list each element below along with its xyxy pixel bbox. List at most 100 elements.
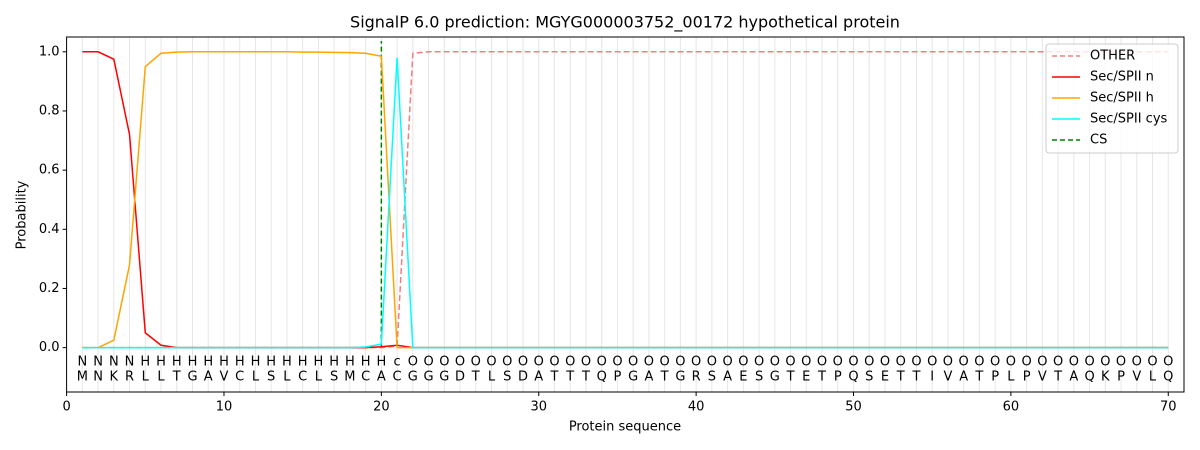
residue: S xyxy=(755,370,763,385)
residue-label: O xyxy=(1006,355,1016,370)
residue-label: O xyxy=(738,355,748,370)
residue-label: O xyxy=(1132,355,1142,370)
residue-label: O xyxy=(770,355,780,370)
residue: M xyxy=(77,370,88,385)
residue: N xyxy=(93,370,103,385)
residue-label: O xyxy=(455,355,465,370)
x-tick-label: 40 xyxy=(688,400,705,415)
residue-label: O xyxy=(644,355,654,370)
residue-label: O xyxy=(833,355,843,370)
residue: K xyxy=(110,370,119,385)
residue: E xyxy=(802,370,810,385)
residue-label: O xyxy=(1053,355,1063,370)
legend-label: Sec/SPII n xyxy=(1090,70,1154,85)
residue: T xyxy=(817,370,826,385)
residue-label: H xyxy=(219,355,229,370)
residue: C xyxy=(361,370,370,385)
residue-label: c xyxy=(394,355,401,370)
legend-box xyxy=(1045,43,1179,154)
residue: G xyxy=(675,370,685,385)
residue: L xyxy=(1007,370,1015,385)
series-line xyxy=(82,57,1169,349)
legend-label: CS xyxy=(1090,133,1107,148)
residue: Q xyxy=(1163,370,1173,385)
residue: Q xyxy=(597,370,607,385)
residue: C xyxy=(298,370,307,385)
residue-label: O xyxy=(486,355,496,370)
residue: P xyxy=(991,370,999,385)
residue-label: O xyxy=(518,355,528,370)
residue: V xyxy=(220,370,229,385)
x-tick-label: 10 xyxy=(216,400,233,415)
residue-label: H xyxy=(140,355,150,370)
residue-label: O xyxy=(848,355,858,370)
residue: I xyxy=(930,370,934,385)
residue: E xyxy=(739,370,747,385)
residue: G xyxy=(187,370,197,385)
residue: T xyxy=(581,370,590,385)
residue: L xyxy=(1149,370,1157,385)
residue: T xyxy=(471,370,480,385)
residue-label: O xyxy=(817,355,827,370)
plot-frame xyxy=(66,36,1185,393)
residue-label: H xyxy=(314,355,324,370)
residue-label: H xyxy=(282,355,292,370)
residue: G xyxy=(439,370,449,385)
residue: S xyxy=(267,370,275,385)
residue-label: H xyxy=(188,355,198,370)
residue-label: O xyxy=(1116,355,1126,370)
residue: V xyxy=(943,370,952,385)
residue: R xyxy=(125,370,134,385)
residue: T xyxy=(911,370,920,385)
residue: P xyxy=(614,370,622,385)
residue: T xyxy=(786,370,795,385)
y-tick-label: 0.6 xyxy=(39,163,60,178)
y-tick-label: 0.0 xyxy=(39,340,60,355)
residue-label: O xyxy=(754,355,764,370)
residue-label: O xyxy=(1100,355,1110,370)
series-line xyxy=(82,51,1169,349)
residue: V xyxy=(1132,370,1141,385)
residue-label: O xyxy=(534,355,544,370)
x-tick-label: 70 xyxy=(1160,400,1177,415)
residue-label: O xyxy=(1163,355,1173,370)
residue: S xyxy=(503,370,511,385)
residue: G xyxy=(408,370,418,385)
residue-label: O xyxy=(1069,355,1079,370)
residue: C xyxy=(235,370,244,385)
residue-label: O xyxy=(896,355,906,370)
residue-label: O xyxy=(785,355,795,370)
residue-label: O xyxy=(911,355,921,370)
y-axis-label: Probability xyxy=(15,180,30,249)
residue-label: O xyxy=(565,355,575,370)
residue: Q xyxy=(848,370,858,385)
residue-label: H xyxy=(251,355,261,370)
residue: E xyxy=(881,370,889,385)
residue-label: O xyxy=(927,355,937,370)
residue-label: N xyxy=(109,355,119,370)
chart-title: SignalP 6.0 prediction: MGYG000003752_00… xyxy=(350,13,900,33)
residue-label: O xyxy=(1147,355,1157,370)
residue: S xyxy=(708,370,716,385)
y-tick-label: 0.2 xyxy=(39,281,60,296)
residue-label: H xyxy=(203,355,213,370)
residue: T xyxy=(660,370,669,385)
residue: T xyxy=(1053,370,1062,385)
residue-label: O xyxy=(581,355,591,370)
residue-label: O xyxy=(990,355,1000,370)
residue: T xyxy=(550,370,559,385)
residue: L xyxy=(157,370,165,385)
residue: A xyxy=(959,370,968,385)
residue-label: O xyxy=(691,355,701,370)
residue-label: O xyxy=(628,355,638,370)
series-line xyxy=(82,51,1169,349)
residue: A xyxy=(644,370,653,385)
residue: D xyxy=(455,370,465,385)
residue-label: O xyxy=(423,355,433,370)
residue: L xyxy=(488,370,496,385)
residue: D xyxy=(518,370,528,385)
residue-label: O xyxy=(959,355,969,370)
residue: L xyxy=(283,370,291,385)
residue-label: H xyxy=(298,355,308,370)
